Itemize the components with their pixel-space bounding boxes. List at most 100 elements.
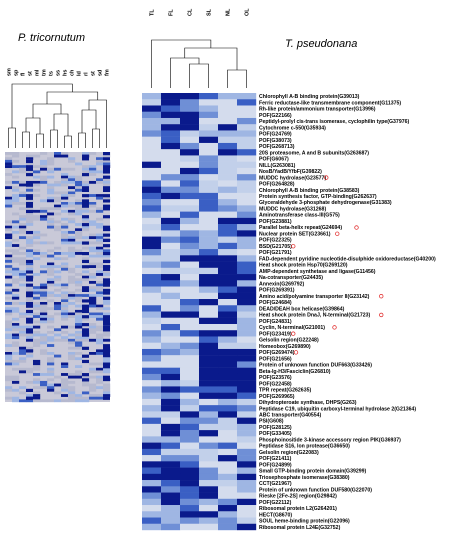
left-heatmap-cell bbox=[75, 317, 83, 321]
left-heatmap-cell bbox=[96, 241, 104, 245]
left-heatmap-cell bbox=[33, 291, 41, 295]
right-heatmap-cell bbox=[161, 192, 181, 200]
left-heatmap-cell bbox=[54, 212, 62, 216]
right-heatmap-cell bbox=[199, 430, 219, 437]
left-heatmap-cell bbox=[89, 375, 97, 379]
left-heatmap-cell bbox=[12, 175, 20, 179]
left-heatmap-cell bbox=[89, 223, 97, 226]
left-heatmap-cell bbox=[26, 188, 34, 192]
left-heatmap-cell bbox=[26, 346, 34, 350]
right-heatmap-cell bbox=[218, 167, 238, 175]
right-dendrogram-branch bbox=[151, 39, 212, 88]
left-heatmap-cell bbox=[75, 280, 83, 284]
right-heatmap-cell bbox=[180, 211, 200, 219]
right-heatmap-cell bbox=[199, 398, 219, 406]
left-heatmap-cell bbox=[89, 236, 97, 240]
left-heatmap-cell bbox=[68, 275, 76, 279]
right-heatmap-cell bbox=[199, 467, 219, 475]
left-heatmap-cell bbox=[75, 199, 83, 203]
right-heatmap-cell bbox=[180, 280, 200, 287]
right-heatmap-cell bbox=[218, 430, 238, 437]
left-heatmap-cell bbox=[82, 399, 90, 403]
gene-label: Protein of unknown function DUF663(G3342… bbox=[259, 363, 372, 369]
right-heatmap-cell bbox=[180, 311, 200, 318]
left-heatmap-cell bbox=[40, 399, 48, 403]
left-heatmap-cell bbox=[89, 233, 97, 237]
left-heatmap-cell bbox=[26, 283, 33, 287]
right-heatmap-cell bbox=[218, 286, 238, 293]
right-heatmap-cell bbox=[237, 436, 257, 443]
left-heatmap-cell bbox=[68, 346, 76, 350]
right-heatmap-cell bbox=[180, 523, 200, 531]
right-heatmap-cell bbox=[161, 186, 181, 194]
right-heatmap-cell bbox=[218, 105, 238, 112]
left-heatmap-cell bbox=[82, 165, 90, 168]
left-heatmap-cell bbox=[82, 380, 90, 384]
right-heatmap-cell bbox=[218, 392, 238, 400]
right-heatmap-cell bbox=[218, 99, 238, 106]
right-column-label: OL bbox=[245, 8, 251, 16]
left-heatmap-cell bbox=[26, 217, 34, 221]
right-heatmap-cell bbox=[142, 473, 162, 481]
right-heatmap-cell bbox=[180, 155, 200, 162]
right-heatmap-cell bbox=[142, 342, 162, 350]
right-heatmap-cell bbox=[199, 124, 219, 131]
left-heatmap-cell bbox=[54, 383, 62, 387]
gene-marker bbox=[291, 244, 296, 249]
right-heatmap-cell bbox=[199, 455, 219, 462]
left-heatmap-cell bbox=[75, 273, 83, 276]
left-heatmap-cell bbox=[103, 365, 110, 369]
right-heatmap-cell bbox=[161, 330, 181, 337]
right-heatmap-cell bbox=[180, 330, 200, 337]
left-heatmap-cell bbox=[96, 396, 104, 400]
gene-label: POF(G33405) bbox=[259, 431, 292, 437]
right-heatmap-cell bbox=[180, 417, 200, 425]
left-heatmap-cell bbox=[89, 338, 97, 342]
right-heatmap-cell bbox=[199, 211, 219, 219]
left-heatmap-cell bbox=[12, 325, 20, 329]
left-heatmap-cell bbox=[19, 259, 27, 263]
left-heatmap-cell bbox=[82, 194, 89, 198]
right-heatmap-cell bbox=[237, 217, 257, 225]
left-heatmap-cell bbox=[89, 202, 97, 205]
left-heatmap-cell bbox=[89, 288, 97, 292]
right-heatmap-cell bbox=[161, 517, 181, 524]
right-heatmap-cell bbox=[142, 130, 162, 137]
right-heatmap-cell bbox=[237, 323, 257, 331]
left-heatmap-cell bbox=[33, 236, 41, 240]
right-heatmap-cell bbox=[180, 186, 200, 194]
right-heatmap-cell bbox=[142, 292, 162, 300]
left-heatmap-cell bbox=[19, 357, 27, 361]
left-heatmap-cell bbox=[96, 217, 104, 221]
right-heatmap-cell bbox=[142, 205, 162, 212]
gene-label: POF(G28125) bbox=[259, 425, 292, 431]
left-heatmap-cell bbox=[33, 330, 41, 334]
right-heatmap-cell bbox=[161, 323, 181, 331]
left-heatmap-cell bbox=[61, 194, 69, 197]
left-heatmap-cell bbox=[96, 294, 104, 297]
left-heatmap-cell bbox=[19, 302, 27, 305]
left-heatmap-cell bbox=[75, 309, 83, 313]
right-heatmap-cell bbox=[180, 411, 200, 418]
left-heatmap-cell bbox=[47, 320, 55, 324]
left-column-label: sd bbox=[98, 70, 104, 76]
right-heatmap-cell bbox=[142, 211, 162, 219]
left-heatmap-cell bbox=[54, 278, 62, 282]
left-heatmap-cell bbox=[12, 199, 20, 203]
left-heatmap-cell bbox=[12, 165, 20, 168]
right-heatmap-cell bbox=[237, 467, 257, 475]
right-heatmap-cell bbox=[199, 249, 219, 256]
right-heatmap-cell bbox=[180, 436, 200, 443]
left-heatmap-cell bbox=[96, 304, 104, 308]
left-heatmap-cell bbox=[33, 170, 41, 174]
left-heatmap-cell bbox=[40, 152, 48, 155]
left-heatmap-cell bbox=[33, 394, 41, 397]
left-heatmap-cell bbox=[47, 291, 55, 295]
left-heatmap-cell bbox=[68, 388, 76, 392]
right-heatmap-cell bbox=[142, 217, 162, 225]
right-heatmap-cell bbox=[142, 236, 162, 244]
left-heatmap-cell bbox=[103, 207, 110, 211]
left-heatmap-cell bbox=[82, 317, 90, 321]
left-heatmap-cell bbox=[12, 280, 20, 284]
right-heatmap-cell bbox=[180, 498, 200, 506]
